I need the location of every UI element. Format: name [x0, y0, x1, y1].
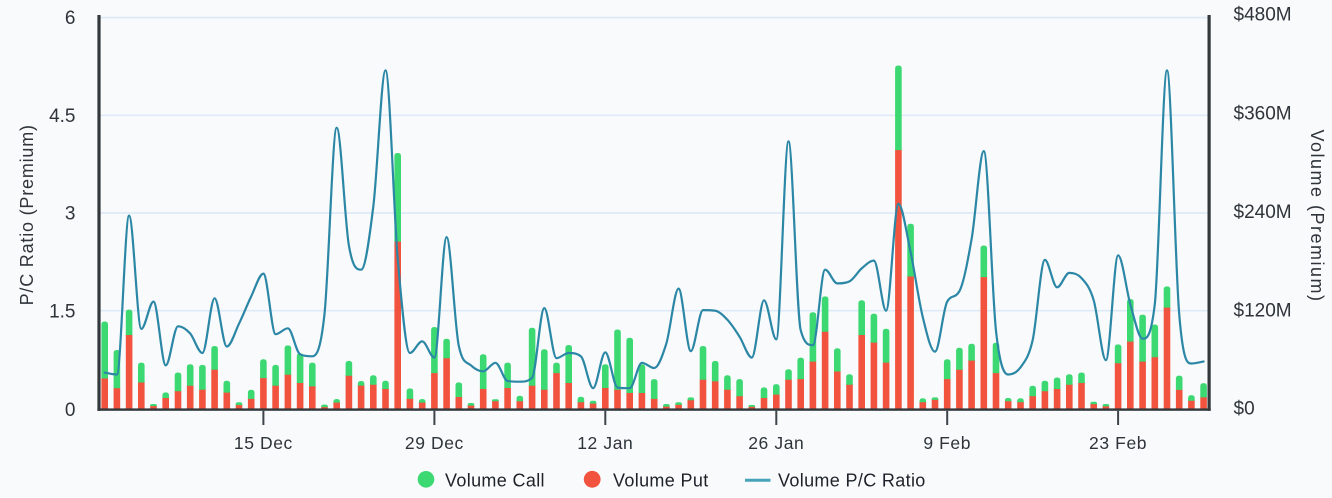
svg-text:$240M: $240M — [1234, 202, 1292, 223]
svg-text:4.5: 4.5 — [49, 106, 75, 127]
svg-text:$0: $0 — [1234, 398, 1255, 419]
svg-text:3: 3 — [65, 204, 76, 225]
svg-text:12 Jan: 12 Jan — [577, 433, 633, 453]
svg-text:Volume P/C Ratio: Volume P/C Ratio — [778, 470, 926, 490]
svg-text:Volume Put: Volume Put — [613, 470, 709, 490]
svg-text:$480M: $480M — [1234, 5, 1292, 26]
svg-text:0: 0 — [65, 400, 76, 421]
svg-text:Volume Call: Volume Call — [445, 470, 545, 490]
svg-text:29 Dec: 29 Dec — [405, 433, 464, 453]
svg-text:$360M: $360M — [1234, 103, 1292, 124]
svg-text:1.5: 1.5 — [49, 301, 75, 322]
svg-text:9 Feb: 9 Feb — [923, 433, 971, 453]
svg-text:6: 6 — [65, 8, 76, 29]
svg-text:15 Dec: 15 Dec — [234, 433, 293, 453]
svg-text:P/C Ratio (Premium): P/C Ratio (Premium) — [17, 124, 37, 305]
svg-text:26 Jan: 26 Jan — [748, 433, 804, 453]
svg-text:23 Feb: 23 Feb — [1089, 433, 1147, 453]
svg-text:$120M: $120M — [1234, 300, 1292, 321]
svg-text:Volume (Premium): Volume (Premium) — [1307, 129, 1327, 302]
